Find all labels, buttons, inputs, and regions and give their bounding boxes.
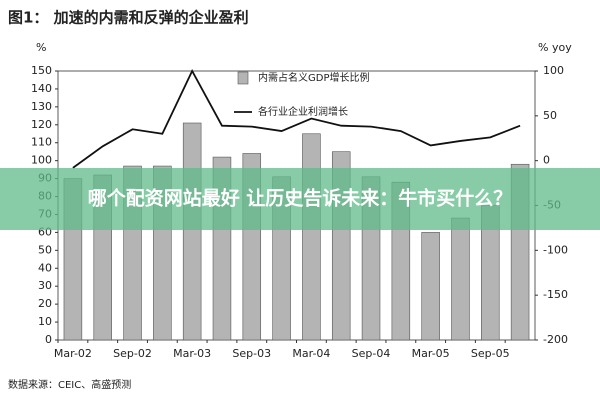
x-tick-label: Sep-05 — [471, 347, 510, 360]
y-tick-label: 50 — [38, 243, 52, 256]
legend-label: 各行业企业利润增长 — [258, 105, 348, 118]
y-tick-label: 100 — [31, 154, 52, 167]
y-tick-label: 10 — [38, 315, 52, 328]
y-tick-label: 20 — [38, 297, 52, 310]
x-tick-label: Sep-03 — [232, 347, 271, 360]
y-axis-label: % — [36, 41, 46, 54]
banner-text: 哪个配资网站最好 让历史告诉未来：牛市买什么？ — [88, 187, 513, 210]
x-tick-label: Mar-03 — [173, 347, 211, 360]
chart-title: 图1： 加速的内需和反弹的企业盈利 — [8, 9, 249, 27]
legend-swatch — [237, 71, 249, 85]
x-tick-label: Sep-04 — [352, 347, 391, 360]
y-tick-label: 120 — [31, 118, 52, 131]
y2-tick-label: 50 — [543, 109, 557, 122]
y-tick-label: 30 — [38, 279, 52, 292]
bar — [302, 133, 321, 341]
x-tick-label: Mar-02 — [54, 347, 92, 360]
bar — [451, 217, 470, 341]
line — [72, 69, 521, 169]
banner-bg — [0, 168, 600, 230]
y-tick-label: 0 — [45, 333, 52, 346]
y-tick-label: 40 — [38, 261, 52, 274]
legend-label: 内需占名义GDP增长比例 — [258, 71, 369, 84]
x-tick-label: Sep-02 — [113, 347, 152, 360]
bar — [182, 122, 202, 341]
x-tick-label: Mar-05 — [412, 347, 450, 360]
source-note: 数据来源：CEIC、高盛预测 — [8, 378, 131, 391]
y2-tick-label: -100 — [543, 243, 568, 256]
y-tick-label: 140 — [31, 82, 52, 95]
x-tick-label: Mar-04 — [292, 347, 330, 360]
y2-tick-label: -150 — [543, 288, 568, 301]
y2-tick-label: 0 — [543, 154, 550, 167]
y2-tick-label: -200 — [543, 333, 568, 346]
y-tick-label: 130 — [31, 100, 52, 113]
y-tick-label: 150 — [31, 64, 52, 77]
y2-tick-label: 100 — [543, 64, 564, 77]
y-tick-label: 110 — [31, 136, 52, 149]
bar — [421, 232, 440, 341]
y2-axis-label: % yoy — [538, 41, 572, 54]
